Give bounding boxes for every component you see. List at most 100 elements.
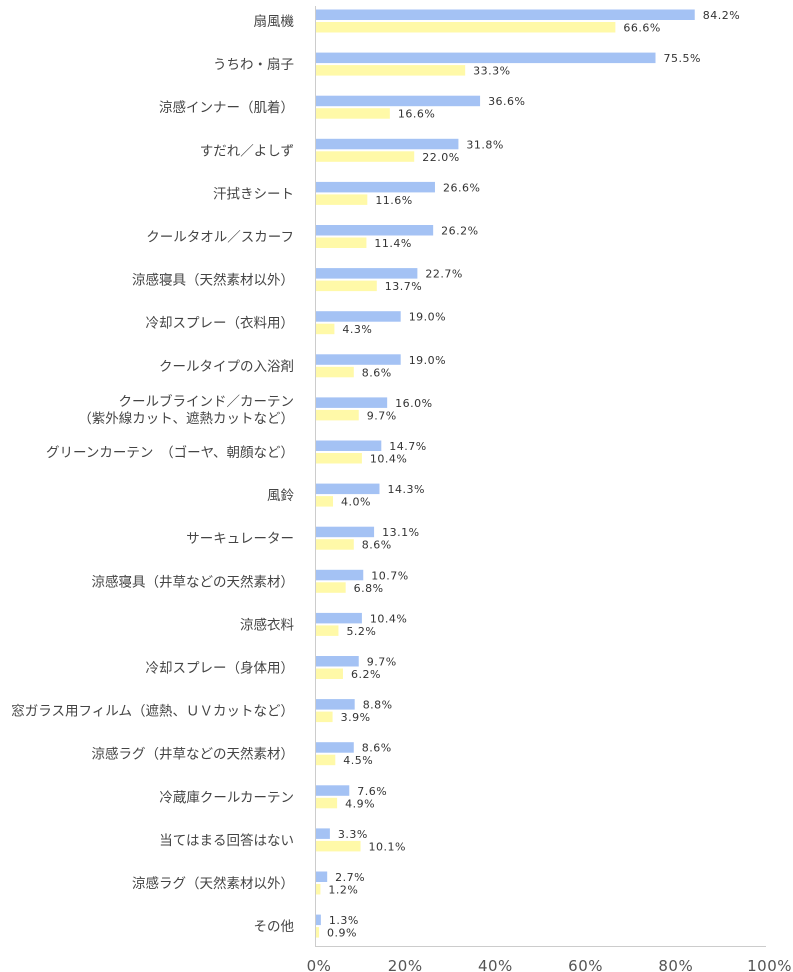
x-tick-label: 100%: [747, 957, 792, 972]
bar-series-b: [315, 65, 466, 76]
bar-series-a: [315, 138, 459, 150]
bar-series-b: [315, 840, 361, 852]
x-tick-label: 80%: [658, 957, 693, 972]
bar-series-a: [315, 225, 434, 236]
value-label-series-b: 8.6%: [362, 366, 392, 379]
value-labels: 84.2% 66.6% 75.5% 33.3% 36.6% 16.6% 31.8% 22.0%…: [327, 9, 740, 940]
bar-series-a: [315, 785, 350, 796]
x-tick-label: 0%: [307, 957, 332, 972]
value-label-series-b: 0.9%: [327, 927, 357, 940]
value-label-series-a: 22.7%: [425, 268, 462, 281]
bar-series-b: [315, 409, 359, 421]
value-label-series-a: 26.6%: [443, 181, 480, 194]
bar-series-a: [315, 656, 359, 667]
bar-series-b: [315, 927, 320, 938]
category-label: うちわ・扇子: [213, 57, 294, 73]
bar-series-a: [315, 440, 382, 451]
bar-series-a: [315, 95, 481, 107]
category-label: 扇風機: [254, 14, 295, 30]
value-label-series-a: 8.8%: [363, 699, 393, 712]
value-label-series-a: 31.8%: [466, 138, 503, 151]
bar-series-b: [315, 366, 354, 378]
category-label: 汗拭きシート: [213, 186, 294, 202]
bar-series-b: [315, 22, 616, 33]
category-label: 涼感ラグ（天然素材以外）: [132, 875, 294, 892]
value-label-series-b: 10.4%: [370, 453, 407, 466]
value-label-series-b: 4.3%: [342, 323, 372, 336]
value-label-series-a: 10.4%: [370, 612, 407, 625]
bar-series-b: [315, 625, 339, 636]
value-label-series-b: 11.4%: [374, 237, 411, 250]
value-label-series-b: 6.2%: [351, 668, 381, 681]
value-label-series-b: 16.6%: [398, 108, 435, 121]
bar-series-b: [315, 280, 377, 292]
category-label: その他: [254, 919, 295, 935]
bar-series-b: [315, 668, 343, 679]
value-label-series-a: 19.0%: [409, 354, 446, 367]
value-label-series-b: 10.1%: [369, 840, 406, 853]
value-label-series-a: 13.1%: [382, 526, 419, 539]
bar-series-b: [315, 194, 368, 205]
value-label-series-a: 16.0%: [395, 397, 432, 410]
value-label-series-b: 4.5%: [343, 754, 373, 767]
value-label-series-b: 33.3%: [473, 65, 510, 78]
value-label-series-b: 3.9%: [341, 711, 371, 724]
bar-series-b: [315, 711, 333, 723]
bar-series-b: [315, 237, 367, 248]
value-label-series-a: 26.2%: [441, 225, 478, 238]
category-label: 涼感衣料: [240, 616, 294, 633]
bar-series-a: [315, 871, 328, 882]
x-tick-label: 20%: [388, 957, 423, 972]
value-label-series-a: 8.6%: [362, 742, 392, 755]
value-label-series-a: 14.7%: [389, 440, 426, 453]
value-label-series-a: 9.7%: [367, 656, 397, 669]
value-label-series-a: 10.7%: [371, 569, 408, 582]
bar-series-a: [315, 699, 355, 710]
category-label: 涼感寝具（井草などの天然素材）: [92, 573, 295, 590]
category-label: 冷却スプレー（身体用）: [146, 661, 295, 677]
bar-series-b: [315, 151, 415, 162]
bar-series-b: [315, 496, 334, 507]
bar-series-a: [315, 483, 380, 495]
value-label-series-b: 22.0%: [422, 151, 459, 164]
value-label-series-a: 2.7%: [335, 871, 365, 884]
value-label-series-a: 19.0%: [409, 311, 446, 324]
value-label-series-a: 7.6%: [357, 785, 387, 798]
bar-series-b: [315, 323, 335, 335]
bar-series-a: [315, 9, 695, 20]
value-label-series-a: 36.6%: [488, 95, 525, 108]
value-label-series-a: 84.2%: [703, 9, 740, 22]
category-label: クールタオル／スカーフ: [146, 230, 294, 246]
bar-series-b: [315, 539, 354, 550]
value-label-series-b: 9.7%: [367, 409, 397, 422]
value-label-series-a: 1.3%: [329, 914, 359, 927]
bar-series-a: [315, 181, 435, 193]
category-label: すだれ／よしず: [200, 143, 294, 159]
category-label: グリーンカーテン （ゴーヤ、朝顔など）: [46, 444, 294, 461]
value-label-series-b: 4.0%: [341, 496, 371, 509]
value-label-series-b: 8.6%: [362, 539, 392, 552]
bar-series-a: [315, 742, 354, 753]
bar-series-b: [315, 108, 390, 119]
category-label: 涼感寝具（天然素材以外）: [132, 272, 294, 289]
value-label-series-a: 14.3%: [387, 483, 424, 496]
bar-series-b: [315, 453, 362, 464]
value-label-series-b: 6.8%: [354, 582, 384, 595]
category-label: 風鈴: [267, 488, 294, 504]
value-label-series-b: 66.6%: [623, 22, 660, 35]
value-label-series-b: 4.9%: [345, 797, 375, 810]
bar-series-a: [315, 612, 362, 624]
value-label-series-a: 75.5%: [664, 52, 701, 65]
bar-series-a: [315, 526, 375, 538]
category-label: 当てはまる回答はない: [159, 832, 294, 849]
bar-series-a: [315, 354, 401, 365]
x-tick-labels: 0% 20% 40% 60% 80% 100%: [307, 957, 792, 972]
category-label: 窓ガラス用フィルム（遮熱、ＵＶカットなど）: [11, 703, 294, 720]
category-label: 冷却スプレー（衣料用）: [146, 316, 295, 332]
bar-series-b: [315, 754, 336, 766]
bar-series-a: [315, 914, 321, 926]
x-tick-label: 60%: [568, 957, 603, 972]
value-label-series-b: 13.7%: [385, 280, 422, 293]
